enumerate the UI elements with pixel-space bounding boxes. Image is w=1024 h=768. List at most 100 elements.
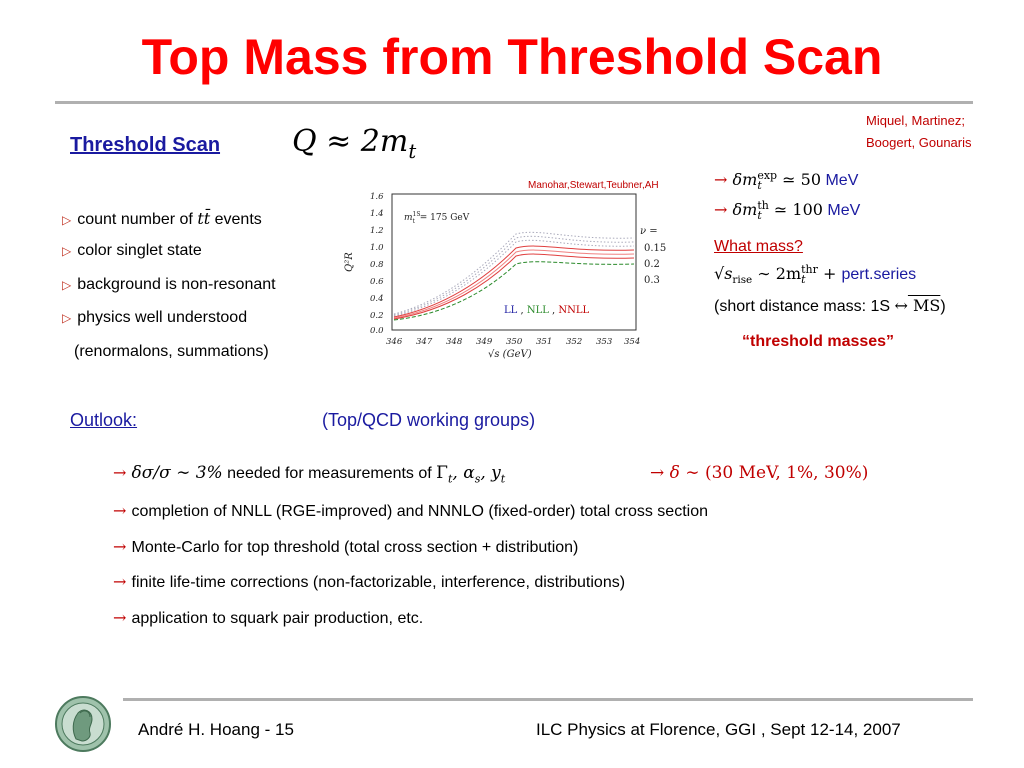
delta-value: (30 MeV, 1%, 30%) bbox=[704, 463, 869, 483]
nu-value: 0.3 bbox=[644, 275, 660, 286]
nu-label: ν = bbox=[640, 226, 658, 237]
sqrt-s-symbol: √s bbox=[714, 264, 733, 283]
arrow-right-icon: → bbox=[113, 463, 132, 482]
arrow-right-icon: → bbox=[650, 463, 670, 483]
arrow-right-icon: → bbox=[714, 200, 733, 219]
arrow-right-icon: → bbox=[113, 608, 132, 627]
arrow-right-icon: → bbox=[113, 501, 132, 520]
slide-title: Top Mass from Threshold Scan bbox=[141, 29, 883, 85]
bullet-text-suffix: events bbox=[210, 211, 262, 228]
short-distance-text: (short distance mass: 1S bbox=[714, 298, 895, 315]
x-tick-label: 350 bbox=[506, 337, 523, 347]
pert-series-text: pert.series bbox=[841, 266, 917, 283]
measurements-text: needed for measurements of bbox=[222, 465, 437, 482]
delta-m-symbol: δm bbox=[732, 170, 758, 189]
outlook-item: → application to squark pair production,… bbox=[113, 608, 423, 628]
outlook-line-precision: → δσ/σ ∼ 3% needed for measurements of Γ… bbox=[113, 463, 505, 485]
short-distance-suffix: ) bbox=[940, 298, 946, 315]
y-tick-label: 0.4 bbox=[370, 294, 384, 304]
short-distance-line: (short distance mass: 1S ↔ MS) bbox=[714, 296, 946, 316]
y-tick-label: 0.0 bbox=[370, 326, 384, 336]
x-tick-label: 351 bbox=[536, 337, 552, 347]
superscript: thr bbox=[801, 262, 818, 276]
params-formula: Γt, αs, yt bbox=[436, 463, 506, 486]
relation: ∼ 2m bbox=[752, 264, 802, 283]
plot-frame bbox=[391, 193, 637, 331]
superscript: exp bbox=[757, 168, 778, 182]
plot-legend: LL , NLL , NNLL bbox=[504, 305, 590, 316]
credit-block: Miquel, Martinez; Boogert, Gounaris bbox=[866, 110, 972, 154]
y-tick-label: 0.8 bbox=[370, 260, 384, 270]
x-tick-label: 347 bbox=[416, 337, 433, 347]
subscript: t bbox=[757, 208, 762, 222]
y-axis-label: Q²R bbox=[344, 252, 355, 272]
x-tick-label: 346 bbox=[386, 337, 403, 347]
outlook-item: → finite life-time corrections (non-fact… bbox=[113, 572, 625, 592]
outlook-item-text: Monte-Carlo for top threshold (total cro… bbox=[131, 539, 579, 556]
outlook-item-text: finite life-time corrections (non-factor… bbox=[131, 574, 626, 591]
what-mass-heading: What mass? bbox=[714, 238, 803, 255]
triangle-bullet-icon: ▷ bbox=[62, 244, 72, 258]
relation: ≃ 50 bbox=[777, 170, 822, 189]
delta-result: → δ ∼ (30 MeV, 1%, 30%) bbox=[650, 463, 868, 483]
superscript: th bbox=[757, 198, 769, 212]
y-tick-label: 0.2 bbox=[370, 311, 384, 321]
working-groups-label: (Top/QCD working groups) bbox=[322, 410, 536, 430]
ll-curve bbox=[393, 239, 635, 317]
ll-curve bbox=[393, 231, 635, 315]
x-tick-label: 353 bbox=[596, 337, 612, 347]
mass-label: m1S t = 175 GeV bbox=[404, 211, 470, 225]
threshold-masses-label: “threshold masses” bbox=[742, 333, 895, 350]
y-tick-label: 1.0 bbox=[370, 243, 384, 253]
ll-curve bbox=[393, 235, 635, 316]
nll-curve bbox=[393, 261, 635, 321]
subscript: t bbox=[757, 178, 762, 192]
x-tick-label: 354 bbox=[624, 337, 640, 347]
title-divider bbox=[55, 101, 973, 104]
precision-formula: δσ/σ ∼ 3% bbox=[131, 463, 223, 483]
x-axis-label: √s (GeV) bbox=[488, 349, 532, 360]
unit: MeV bbox=[822, 202, 861, 219]
credit-line: Miquel, Martinez; bbox=[866, 113, 965, 128]
nnll-curve bbox=[393, 249, 635, 319]
subscript: t bbox=[801, 272, 806, 286]
cross-section-plot: Manohar,Stewart,Teubner,AH 1.6 1.4 1.2 1… bbox=[344, 180, 666, 360]
nu-value: 0.2 bbox=[644, 259, 660, 270]
arrow-right-icon: → bbox=[714, 170, 733, 189]
plot-credit: Manohar,Stewart,Teubner,AH bbox=[528, 180, 659, 191]
bullet-text: color singlet state bbox=[77, 242, 202, 259]
relation: ≃ 100 bbox=[768, 200, 823, 219]
nu-value: 0.15 bbox=[644, 243, 666, 254]
unit: MeV bbox=[821, 172, 859, 189]
delta-symbol: δ ∼ bbox=[669, 463, 705, 483]
seal-portrait-icon bbox=[55, 696, 111, 752]
delta-m-symbol: δm bbox=[732, 200, 758, 219]
double-arrow-icon: ↔ bbox=[894, 296, 908, 315]
q-formula-main: Q ≈ 2m bbox=[292, 124, 409, 159]
arrow-right-icon: → bbox=[113, 537, 132, 556]
y-tick-label: 1.2 bbox=[370, 226, 384, 236]
arrow-right-icon: → bbox=[113, 572, 132, 591]
footer-divider bbox=[123, 698, 973, 701]
x-tick-label: 349 bbox=[476, 337, 493, 347]
outlook-item: → completion of NNLL (RGE-improved) and … bbox=[113, 501, 708, 521]
outlook-item: → Monte-Carlo for top threshold (total c… bbox=[113, 537, 578, 557]
credit-line: Boogert, Gounaris bbox=[866, 135, 972, 150]
nnll-curve bbox=[393, 253, 635, 320]
bullet-note: (renormalons, summations) bbox=[74, 343, 269, 360]
outlook-item-text: application to squark pair production, e… bbox=[131, 610, 424, 627]
bullet-item: ▷ count number of tt̄ events bbox=[62, 209, 262, 229]
triangle-bullet-icon: ▷ bbox=[62, 311, 72, 325]
footer-event: ILC Physics at Florence, GGI , Sept 12-1… bbox=[536, 720, 901, 739]
x-tick-label: 348 bbox=[446, 337, 463, 347]
y-tick-label: 0.6 bbox=[370, 277, 384, 287]
exp-uncertainty-line: → δm exp t ≃ 50 MeV bbox=[714, 170, 858, 191]
bullet-text: count number of bbox=[77, 211, 198, 228]
triangle-bullet-icon: ▷ bbox=[62, 213, 72, 227]
bullet-item: ▷ physics well understood bbox=[62, 309, 247, 327]
y-tick-label: 1.6 bbox=[370, 192, 384, 202]
nnll-curve bbox=[393, 245, 635, 318]
x-tick-label: 352 bbox=[566, 337, 582, 347]
footer-author: André H. Hoang - 15 bbox=[138, 720, 294, 739]
bullet-item: ▷ background is non-resonant bbox=[62, 276, 276, 294]
